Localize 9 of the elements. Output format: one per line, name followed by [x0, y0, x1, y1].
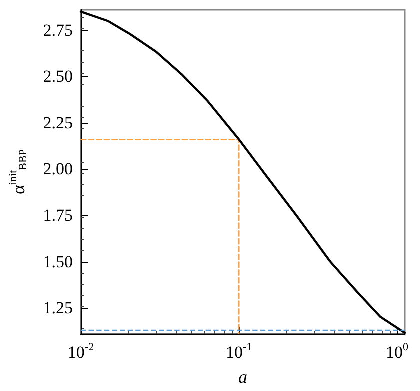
y-tick-label: 1.25 [43, 298, 73, 318]
y-tick-label: 2.00 [43, 160, 73, 179]
y-axis-title: αinitBBP [8, 150, 30, 194]
y-tick-label: 1.50 [43, 252, 73, 272]
y-tick-label: 2.50 [43, 67, 73, 86]
y-tick-label: 1.75 [43, 206, 73, 226]
y-tick-label: 2.75 [43, 20, 73, 40]
y-tick-label: 2.25 [43, 113, 73, 132]
x-axis-title: a [238, 367, 248, 387]
